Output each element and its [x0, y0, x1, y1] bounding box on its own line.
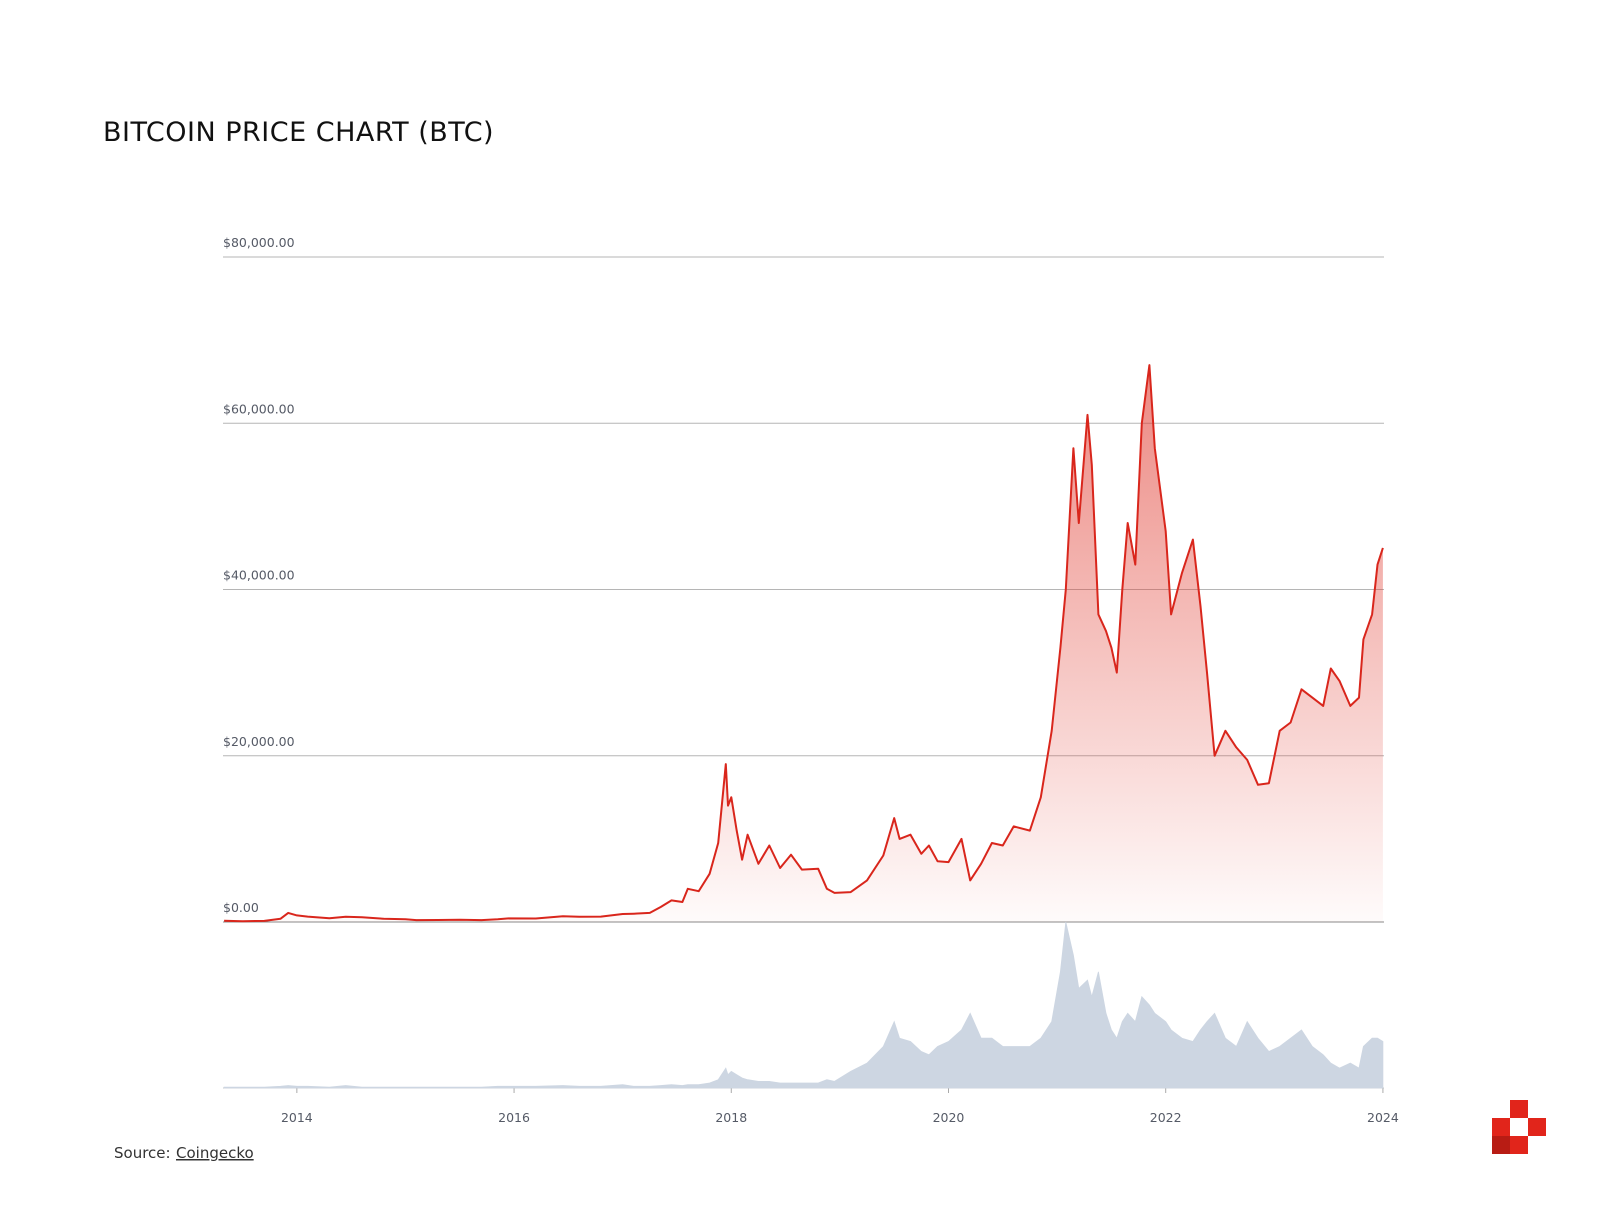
price-line [224, 364, 1384, 923]
y-tick-label: $20,000.00 [223, 734, 295, 749]
source-link[interactable]: Coingecko [176, 1144, 254, 1162]
y-tick-label: $80,000.00 [223, 235, 295, 250]
volume-area [223, 921, 1384, 1089]
x-tick-label: 2016 [498, 1110, 530, 1125]
x-tick-label: 2020 [933, 1110, 965, 1125]
logo [1492, 1100, 1546, 1154]
chart-title: BITCOIN PRICE CHART (BTC) [103, 117, 494, 148]
y-tick-label: $0.00 [223, 900, 259, 915]
y-tick-label: $40,000.00 [223, 568, 295, 583]
x-tick-label: 2024 [1367, 1110, 1399, 1125]
price-area [224, 365, 1383, 923]
source-label: Source: [114, 1144, 171, 1162]
x-tick-label: 2022 [1150, 1110, 1182, 1125]
x-tick-label: 2014 [281, 1110, 313, 1125]
y-tick-label: $60,000.00 [223, 401, 295, 416]
x-tick-label: 2018 [715, 1110, 747, 1125]
